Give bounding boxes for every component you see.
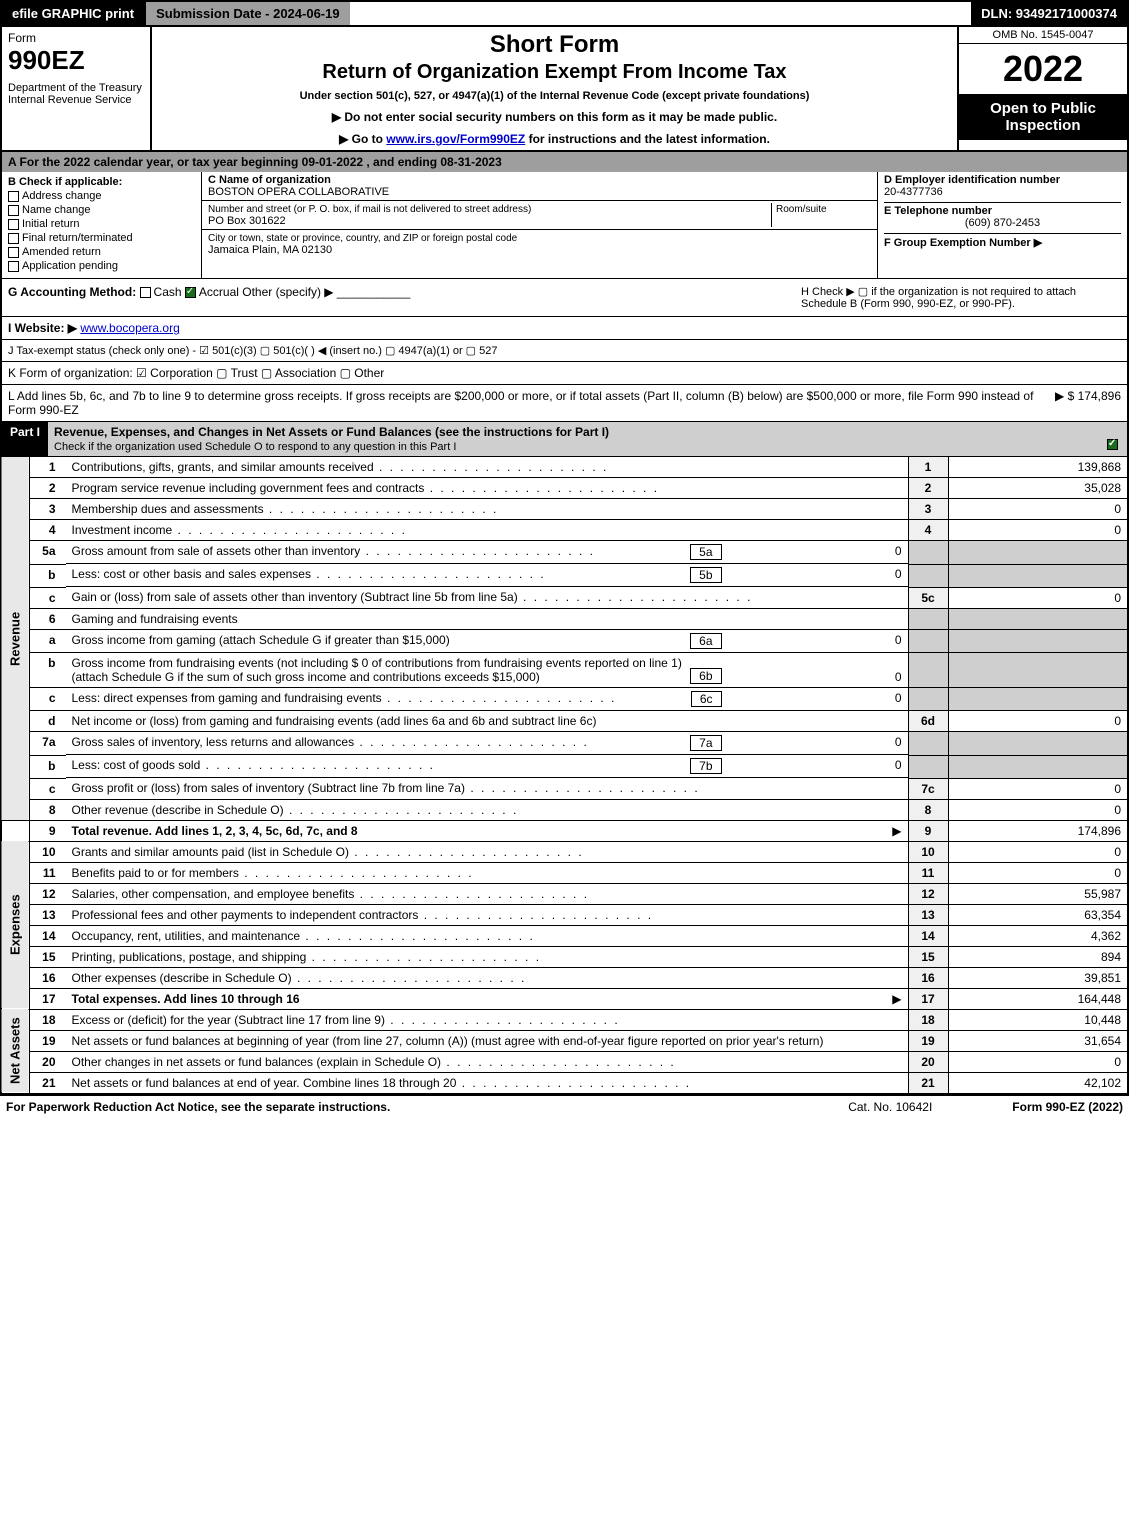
form-title-block: Short Form Return of Organization Exempt… bbox=[152, 27, 957, 150]
org-name: BOSTON OPERA COLLABORATIVE bbox=[208, 186, 389, 198]
open-inspection-badge: Open to Public Inspection bbox=[959, 94, 1127, 140]
ein-value: 20-4377736 bbox=[884, 186, 943, 198]
dept-text: Department of the Treasury Internal Reve… bbox=[8, 82, 144, 106]
footer-cat: Cat. No. 10642I bbox=[848, 1100, 932, 1114]
section-b-label: B Check if applicable: bbox=[8, 176, 122, 188]
chk-amended-return[interactable]: Amended return bbox=[8, 246, 195, 258]
city-label: City or town, state or province, country… bbox=[208, 233, 517, 244]
row-1-val: 139,868 bbox=[948, 457, 1128, 478]
side-expenses: Expenses bbox=[1, 841, 30, 1009]
chk-address-change[interactable]: Address change bbox=[8, 190, 195, 202]
g-label: G Accounting Method: bbox=[8, 285, 136, 299]
lines-table: Revenue 1 Contributions, gifts, grants, … bbox=[0, 457, 1129, 1094]
tax-year: 2022 bbox=[959, 44, 1127, 94]
form-number: 990EZ bbox=[8, 45, 144, 76]
instruction-ssn: ▶ Do not enter social security numbers o… bbox=[156, 110, 953, 124]
room-label: Room/suite bbox=[776, 204, 827, 215]
phone-value: (609) 870-2453 bbox=[884, 217, 1121, 229]
d-label: D Employer identification number bbox=[884, 174, 1060, 186]
identity-block: B Check if applicable: Address change Na… bbox=[0, 172, 1129, 279]
instruction-link: ▶ Go to www.irs.gov/Form990EZ for instru… bbox=[156, 132, 953, 146]
section-def: D Employer identification number 20-4377… bbox=[877, 172, 1127, 278]
chk-application-pending[interactable]: Application pending bbox=[8, 260, 195, 272]
part-i-badge: Part I bbox=[2, 422, 48, 456]
e-label: E Telephone number bbox=[884, 205, 992, 217]
line-h: H Check ▶ ▢ if the organization is not r… bbox=[801, 285, 1121, 310]
footer-form: Form 990-EZ (2022) bbox=[1012, 1100, 1123, 1114]
irs-link[interactable]: www.irs.gov/Form990EZ bbox=[386, 132, 525, 146]
section-b: B Check if applicable: Address change Na… bbox=[2, 172, 202, 278]
page-footer: For Paperwork Reduction Act Notice, see … bbox=[0, 1094, 1129, 1118]
footer-left: For Paperwork Reduction Act Notice, see … bbox=[6, 1100, 390, 1114]
chk-initial-return[interactable]: Initial return bbox=[8, 218, 195, 230]
street-value: PO Box 301622 bbox=[208, 215, 286, 227]
part-i-title: Revenue, Expenses, and Changes in Net As… bbox=[48, 422, 1127, 456]
side-net-assets: Net Assets bbox=[1, 1009, 30, 1093]
part-i-header: Part I Revenue, Expenses, and Changes in… bbox=[0, 422, 1129, 457]
schedule-o-check[interactable] bbox=[1107, 439, 1118, 450]
street-label: Number and street (or P. O. box, if mail… bbox=[208, 204, 531, 215]
f-label: F Group Exemption Number ▶ bbox=[884, 237, 1042, 249]
line-l: L Add lines 5b, 6c, and 7b to line 9 to … bbox=[0, 385, 1129, 422]
row-1-desc: Contributions, gifts, grants, and simila… bbox=[66, 457, 909, 478]
chk-final-return[interactable]: Final return/terminated bbox=[8, 232, 195, 244]
chk-cash[interactable] bbox=[140, 287, 151, 298]
line-l-amount: ▶ $ 174,896 bbox=[1055, 389, 1121, 417]
title-short-form: Short Form bbox=[156, 31, 953, 59]
title-return: Return of Organization Exempt From Incom… bbox=[156, 61, 953, 84]
line-k: K Form of organization: ☑ Corporation ▢ … bbox=[0, 362, 1129, 385]
side-revenue: Revenue bbox=[1, 457, 30, 820]
submission-date: Submission Date - 2024-06-19 bbox=[146, 2, 350, 25]
website-link[interactable]: www.bocopera.org bbox=[80, 321, 179, 335]
line-j: J Tax-exempt status (check only one) - ☑… bbox=[0, 340, 1129, 362]
chk-accrual[interactable] bbox=[185, 287, 196, 298]
c-label: C Name of organization bbox=[208, 174, 331, 186]
line-g-h: G Accounting Method: Cash Accrual Other … bbox=[0, 279, 1129, 317]
subtitle-section: Under section 501(c), 527, or 4947(a)(1)… bbox=[156, 90, 953, 102]
i-label: I Website: ▶ bbox=[8, 321, 77, 335]
dln-badge: DLN: 93492171000374 bbox=[971, 2, 1127, 25]
chk-name-change[interactable]: Name change bbox=[8, 204, 195, 216]
city-value: Jamaica Plain, MA 02130 bbox=[208, 244, 332, 256]
efile-print-button[interactable]: efile GRAPHIC print bbox=[2, 2, 146, 25]
line-i: I Website: ▶ www.bocopera.org bbox=[0, 317, 1129, 340]
omb-year-block: OMB No. 1545-0047 2022 Open to Public In… bbox=[957, 27, 1127, 150]
line-a: A For the 2022 calendar year, or tax yea… bbox=[0, 152, 1129, 172]
form-header: Form 990EZ Department of the Treasury In… bbox=[0, 27, 1129, 152]
form-label: Form bbox=[8, 31, 144, 45]
topbar: efile GRAPHIC print Submission Date - 20… bbox=[0, 0, 1129, 27]
section-c: C Name of organization BOSTON OPERA COLL… bbox=[202, 172, 877, 278]
line-l-text: L Add lines 5b, 6c, and 7b to line 9 to … bbox=[8, 389, 1047, 417]
form-id-block: Form 990EZ Department of the Treasury In… bbox=[2, 27, 152, 150]
omb-number: OMB No. 1545-0047 bbox=[959, 27, 1127, 44]
g-other: Other (specify) ▶ bbox=[242, 285, 333, 299]
